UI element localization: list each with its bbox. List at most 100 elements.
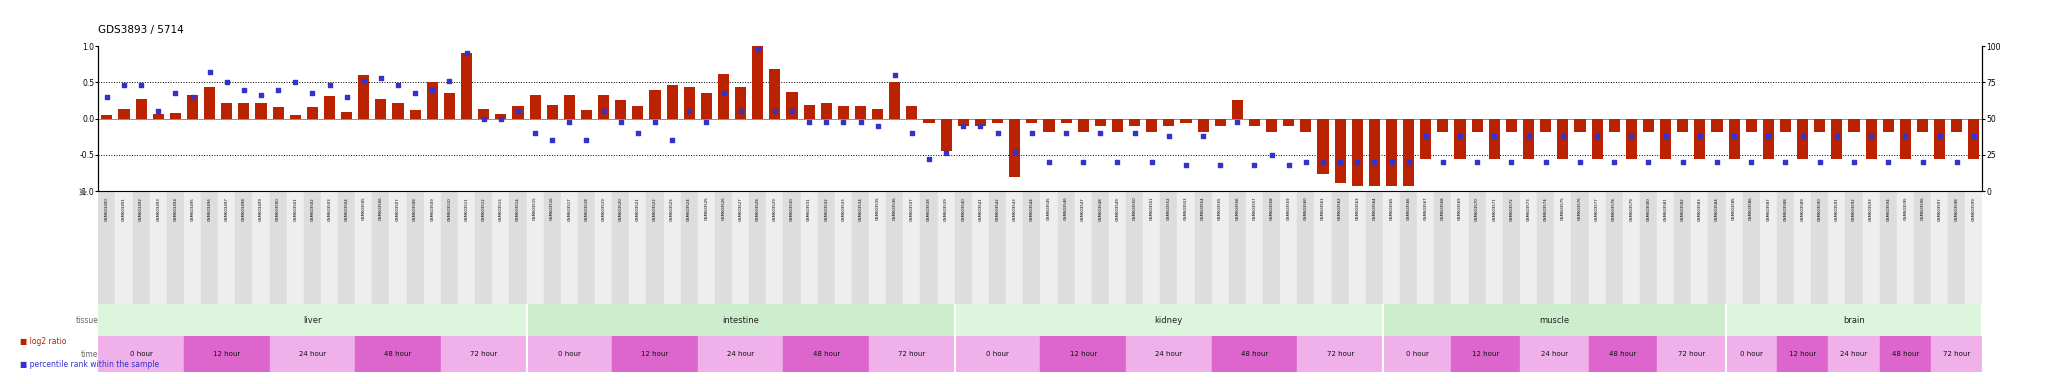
Text: GSM603508: GSM603508 [414,197,418,220]
Bar [150,191,166,305]
Bar [238,103,250,119]
Text: GSM603535: GSM603535 [877,197,881,220]
Bar [1382,191,1401,305]
Point [432,78,465,84]
Bar [1862,191,1880,305]
Text: GSM603550: GSM603550 [1133,197,1137,220]
Bar [1743,191,1759,305]
Point [399,89,432,96]
Point [879,72,911,78]
Text: GSM603540: GSM603540 [961,197,965,220]
Bar [444,93,455,119]
Bar [1331,191,1350,305]
Text: 12 hour: 12 hour [1790,351,1817,358]
Bar [307,107,317,119]
Bar [735,87,745,119]
Text: GSM603559: GSM603559 [1286,197,1290,220]
Text: GSM603570: GSM603570 [1475,197,1479,220]
Bar [1554,191,1571,305]
Bar [1780,119,1792,132]
Bar [1296,191,1315,305]
Bar [440,191,459,305]
Bar [133,191,150,305]
Bar [496,114,506,119]
Point [1939,159,1972,165]
Bar [205,87,215,119]
Text: 24 hour: 24 hour [299,351,326,358]
Bar [170,113,180,119]
Bar [1161,191,1178,305]
Text: brain: brain [1843,316,1866,325]
Bar [526,336,612,372]
Text: GSM603592: GSM603592 [1851,197,1855,220]
Bar [766,191,784,305]
Text: GDS3893 / 5714: GDS3893 / 5714 [98,25,184,35]
Text: GSM603542: GSM603542 [995,197,999,220]
Bar [338,191,354,305]
Point [416,86,449,93]
Text: 48 hour: 48 hour [813,351,840,358]
Bar [1438,119,1448,132]
Point [1393,159,1425,165]
Bar [614,101,627,119]
Text: GSM603573: GSM603573 [1526,197,1530,220]
Text: GSM603571: GSM603571 [1493,197,1497,220]
Point [193,69,225,75]
Text: GSM603539: GSM603539 [944,197,948,220]
Text: GSM603534: GSM603534 [858,197,862,220]
Point [707,89,739,96]
Point [758,108,791,114]
Bar [1796,119,1808,159]
Text: GSM603523: GSM603523 [670,197,674,220]
Point [1460,159,1493,165]
Text: GSM603564: GSM603564 [1372,197,1376,220]
Bar [649,90,662,119]
Text: kidney: kidney [1155,316,1184,325]
Bar [1126,336,1212,372]
Bar [563,95,575,119]
Bar [633,106,643,119]
Text: 72 hour: 72 hour [1677,351,1704,358]
Bar [1829,191,1845,305]
Bar [1677,119,1688,132]
Bar [1694,119,1706,159]
Bar [1831,119,1843,159]
Point [1546,133,1579,139]
Bar [354,191,373,305]
Point [1649,133,1681,139]
Bar [1108,191,1126,305]
Bar [1143,191,1161,305]
Point [1821,133,1853,139]
Bar [868,191,887,305]
Bar [547,105,557,119]
Bar [426,82,438,119]
Bar [530,95,541,119]
Bar [1264,191,1280,305]
Point [1511,133,1544,139]
Bar [354,336,440,372]
Point [655,137,688,144]
Bar [1657,191,1673,305]
Text: GSM603496: GSM603496 [207,197,211,220]
Bar [1245,191,1264,305]
Bar [1214,119,1227,126]
Bar [475,191,492,305]
Point [1290,159,1323,165]
Bar [1948,191,1966,305]
Text: GSM603585: GSM603585 [1733,197,1737,220]
Text: GSM603594: GSM603594 [1886,197,1890,220]
Text: 72 hour: 72 hour [1944,351,1970,358]
Text: GSM603521: GSM603521 [635,197,639,220]
Text: 72 hour: 72 hour [471,351,498,358]
Bar [303,191,322,305]
Point [809,118,842,124]
Point [604,118,637,124]
Bar [770,69,780,119]
Point [1067,159,1100,165]
Text: GSM603554: GSM603554 [1200,197,1204,220]
Point [1032,159,1065,165]
Bar [1386,119,1397,186]
Point [365,75,397,81]
Bar [272,107,285,119]
Bar [256,103,266,119]
